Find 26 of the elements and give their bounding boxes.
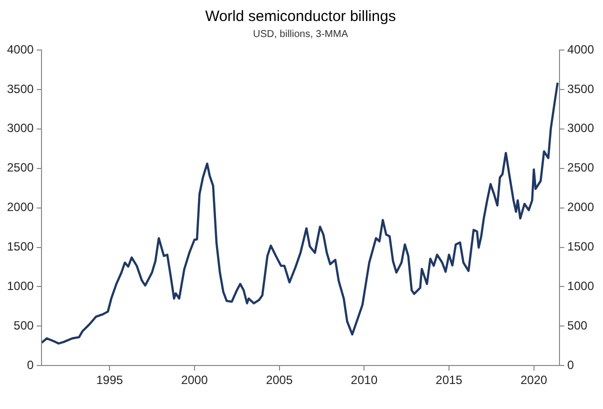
y-tick-label: 2000 <box>6 200 34 214</box>
y2-tick-label: 2500 <box>567 160 594 175</box>
y-tick-label: 0 <box>27 358 34 372</box>
y-tick-label: 1000 <box>6 279 34 294</box>
y2-tick-label: 1000 <box>567 279 594 294</box>
y-tick-label: 3500 <box>6 82 34 96</box>
y2-tick-label: 0 <box>567 358 574 372</box>
y2-tick-label: 1500 <box>567 240 594 254</box>
x-tick-label: 2005 <box>266 373 293 388</box>
y2-tick-label: 500 <box>567 318 588 332</box>
x-tick-label: 2015 <box>436 373 463 388</box>
y-tick-label: 2500 <box>6 160 34 175</box>
y2-tick-label: 3000 <box>567 121 594 136</box>
y-tick-label: 1500 <box>6 240 34 254</box>
x-tick-label: 2000 <box>181 373 208 388</box>
y-tick-label: 3000 <box>6 121 34 136</box>
x-tick-label: 2010 <box>350 373 378 388</box>
x-tick-label: 2020 <box>520 373 548 388</box>
y2-tick-label: 3500 <box>567 82 594 96</box>
y-tick-label: 4000 <box>6 42 34 56</box>
x-tick-label: 1995 <box>96 373 124 388</box>
y-tick-label: 500 <box>14 318 34 332</box>
y2-tick-label: 4000 <box>567 42 594 56</box>
chart-subtitle: USD, billions, 3-MMA <box>252 28 348 40</box>
y2-tick-label: 2000 <box>567 200 594 214</box>
chart-title: World semiconductor billings <box>205 8 396 26</box>
